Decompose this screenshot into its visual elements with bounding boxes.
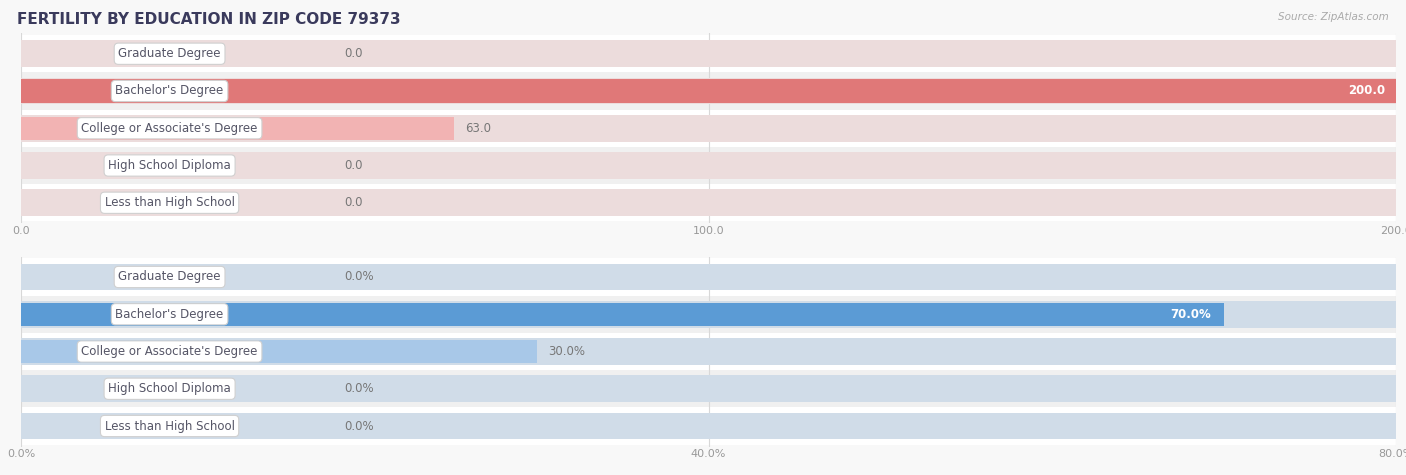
Text: 200.0: 200.0 — [1348, 85, 1385, 97]
Bar — [21, 303, 1225, 326]
Text: Bachelor's Degree: Bachelor's Degree — [115, 308, 224, 321]
Text: High School Diploma: High School Diploma — [108, 159, 231, 172]
Bar — [21, 147, 1396, 184]
Bar — [21, 184, 1396, 221]
Text: Graduate Degree: Graduate Degree — [118, 47, 221, 60]
Bar — [21, 258, 1396, 295]
Text: 0.0: 0.0 — [344, 47, 363, 60]
Bar — [21, 115, 1396, 142]
Bar — [21, 338, 1396, 365]
Text: 0.0: 0.0 — [344, 159, 363, 172]
Text: Graduate Degree: Graduate Degree — [118, 270, 221, 284]
Text: 0.0%: 0.0% — [344, 419, 374, 433]
Text: 30.0%: 30.0% — [548, 345, 585, 358]
Bar — [21, 413, 1396, 439]
Bar — [21, 301, 1396, 328]
Text: Source: ZipAtlas.com: Source: ZipAtlas.com — [1278, 12, 1389, 22]
Bar — [21, 295, 1396, 333]
Bar — [21, 40, 1396, 67]
Text: 0.0%: 0.0% — [344, 270, 374, 284]
Bar — [21, 110, 1396, 147]
Text: Bachelor's Degree: Bachelor's Degree — [115, 85, 224, 97]
Bar — [21, 35, 1396, 72]
Text: College or Associate's Degree: College or Associate's Degree — [82, 345, 257, 358]
Text: High School Diploma: High School Diploma — [108, 382, 231, 395]
Bar — [21, 152, 1396, 179]
Bar — [21, 370, 1396, 408]
Bar — [21, 117, 454, 140]
Bar — [21, 375, 1396, 402]
Bar — [21, 264, 1396, 290]
Text: 70.0%: 70.0% — [1170, 308, 1211, 321]
Text: 0.0%: 0.0% — [344, 382, 374, 395]
Text: Less than High School: Less than High School — [104, 196, 235, 209]
Bar — [21, 77, 1396, 104]
Text: College or Associate's Degree: College or Associate's Degree — [82, 122, 257, 135]
Text: 63.0: 63.0 — [465, 122, 491, 135]
Bar — [21, 408, 1396, 445]
Text: FERTILITY BY EDUCATION IN ZIP CODE 79373: FERTILITY BY EDUCATION IN ZIP CODE 79373 — [17, 12, 401, 27]
Bar — [21, 190, 1396, 216]
Bar — [21, 72, 1396, 110]
Bar — [21, 79, 1396, 103]
Bar — [21, 340, 537, 363]
Bar — [21, 333, 1396, 370]
Text: Less than High School: Less than High School — [104, 419, 235, 433]
Text: 0.0: 0.0 — [344, 196, 363, 209]
